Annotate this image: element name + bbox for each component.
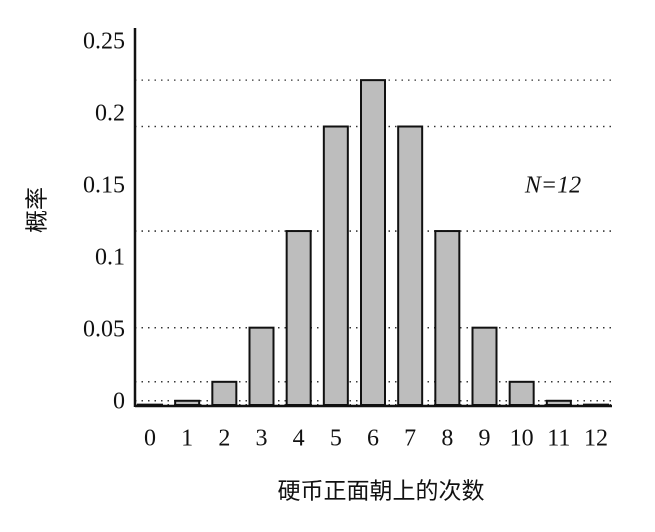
y-tick-label: 0.2: [95, 101, 125, 127]
bar: [360, 79, 386, 407]
x-tick-label: 0: [144, 426, 156, 452]
bar: [434, 230, 461, 406]
x-tick-label: 7: [404, 426, 416, 452]
bar: [508, 380, 535, 407]
y-tick-label: 0.15: [83, 173, 125, 199]
x-tick-label: 12: [584, 426, 608, 452]
x-axis-label: 硬币正面朝上的次数: [278, 479, 485, 505]
bar: [397, 125, 424, 406]
x-tick-label: 1: [181, 426, 193, 452]
x-tick-label: 4: [293, 426, 305, 452]
x-tick-label: 11: [547, 426, 570, 452]
x-tick-label: 8: [441, 426, 453, 452]
annotation: N=12: [524, 173, 581, 199]
y-axis-label: 概率: [25, 187, 51, 233]
x-tick-label: 3: [256, 426, 268, 452]
y-tick-label: 0.1: [95, 245, 125, 271]
x-tick-label: 2: [218, 426, 230, 452]
y-tick-label: 0.05: [83, 317, 125, 343]
y-tick-label: 0.25: [83, 29, 125, 55]
x-tick-label: 10: [510, 426, 534, 452]
y-tick-label: 0: [113, 389, 125, 415]
bar: [322, 125, 349, 406]
bar: [545, 399, 572, 406]
bar: [211, 380, 238, 407]
bar: [471, 326, 498, 406]
x-tick-label: 5: [330, 426, 342, 452]
x-tick-label: 6: [367, 426, 379, 452]
bar: [285, 230, 312, 406]
bar: [174, 399, 201, 406]
x-tick-label: 9: [479, 426, 491, 452]
bar: [248, 326, 275, 406]
